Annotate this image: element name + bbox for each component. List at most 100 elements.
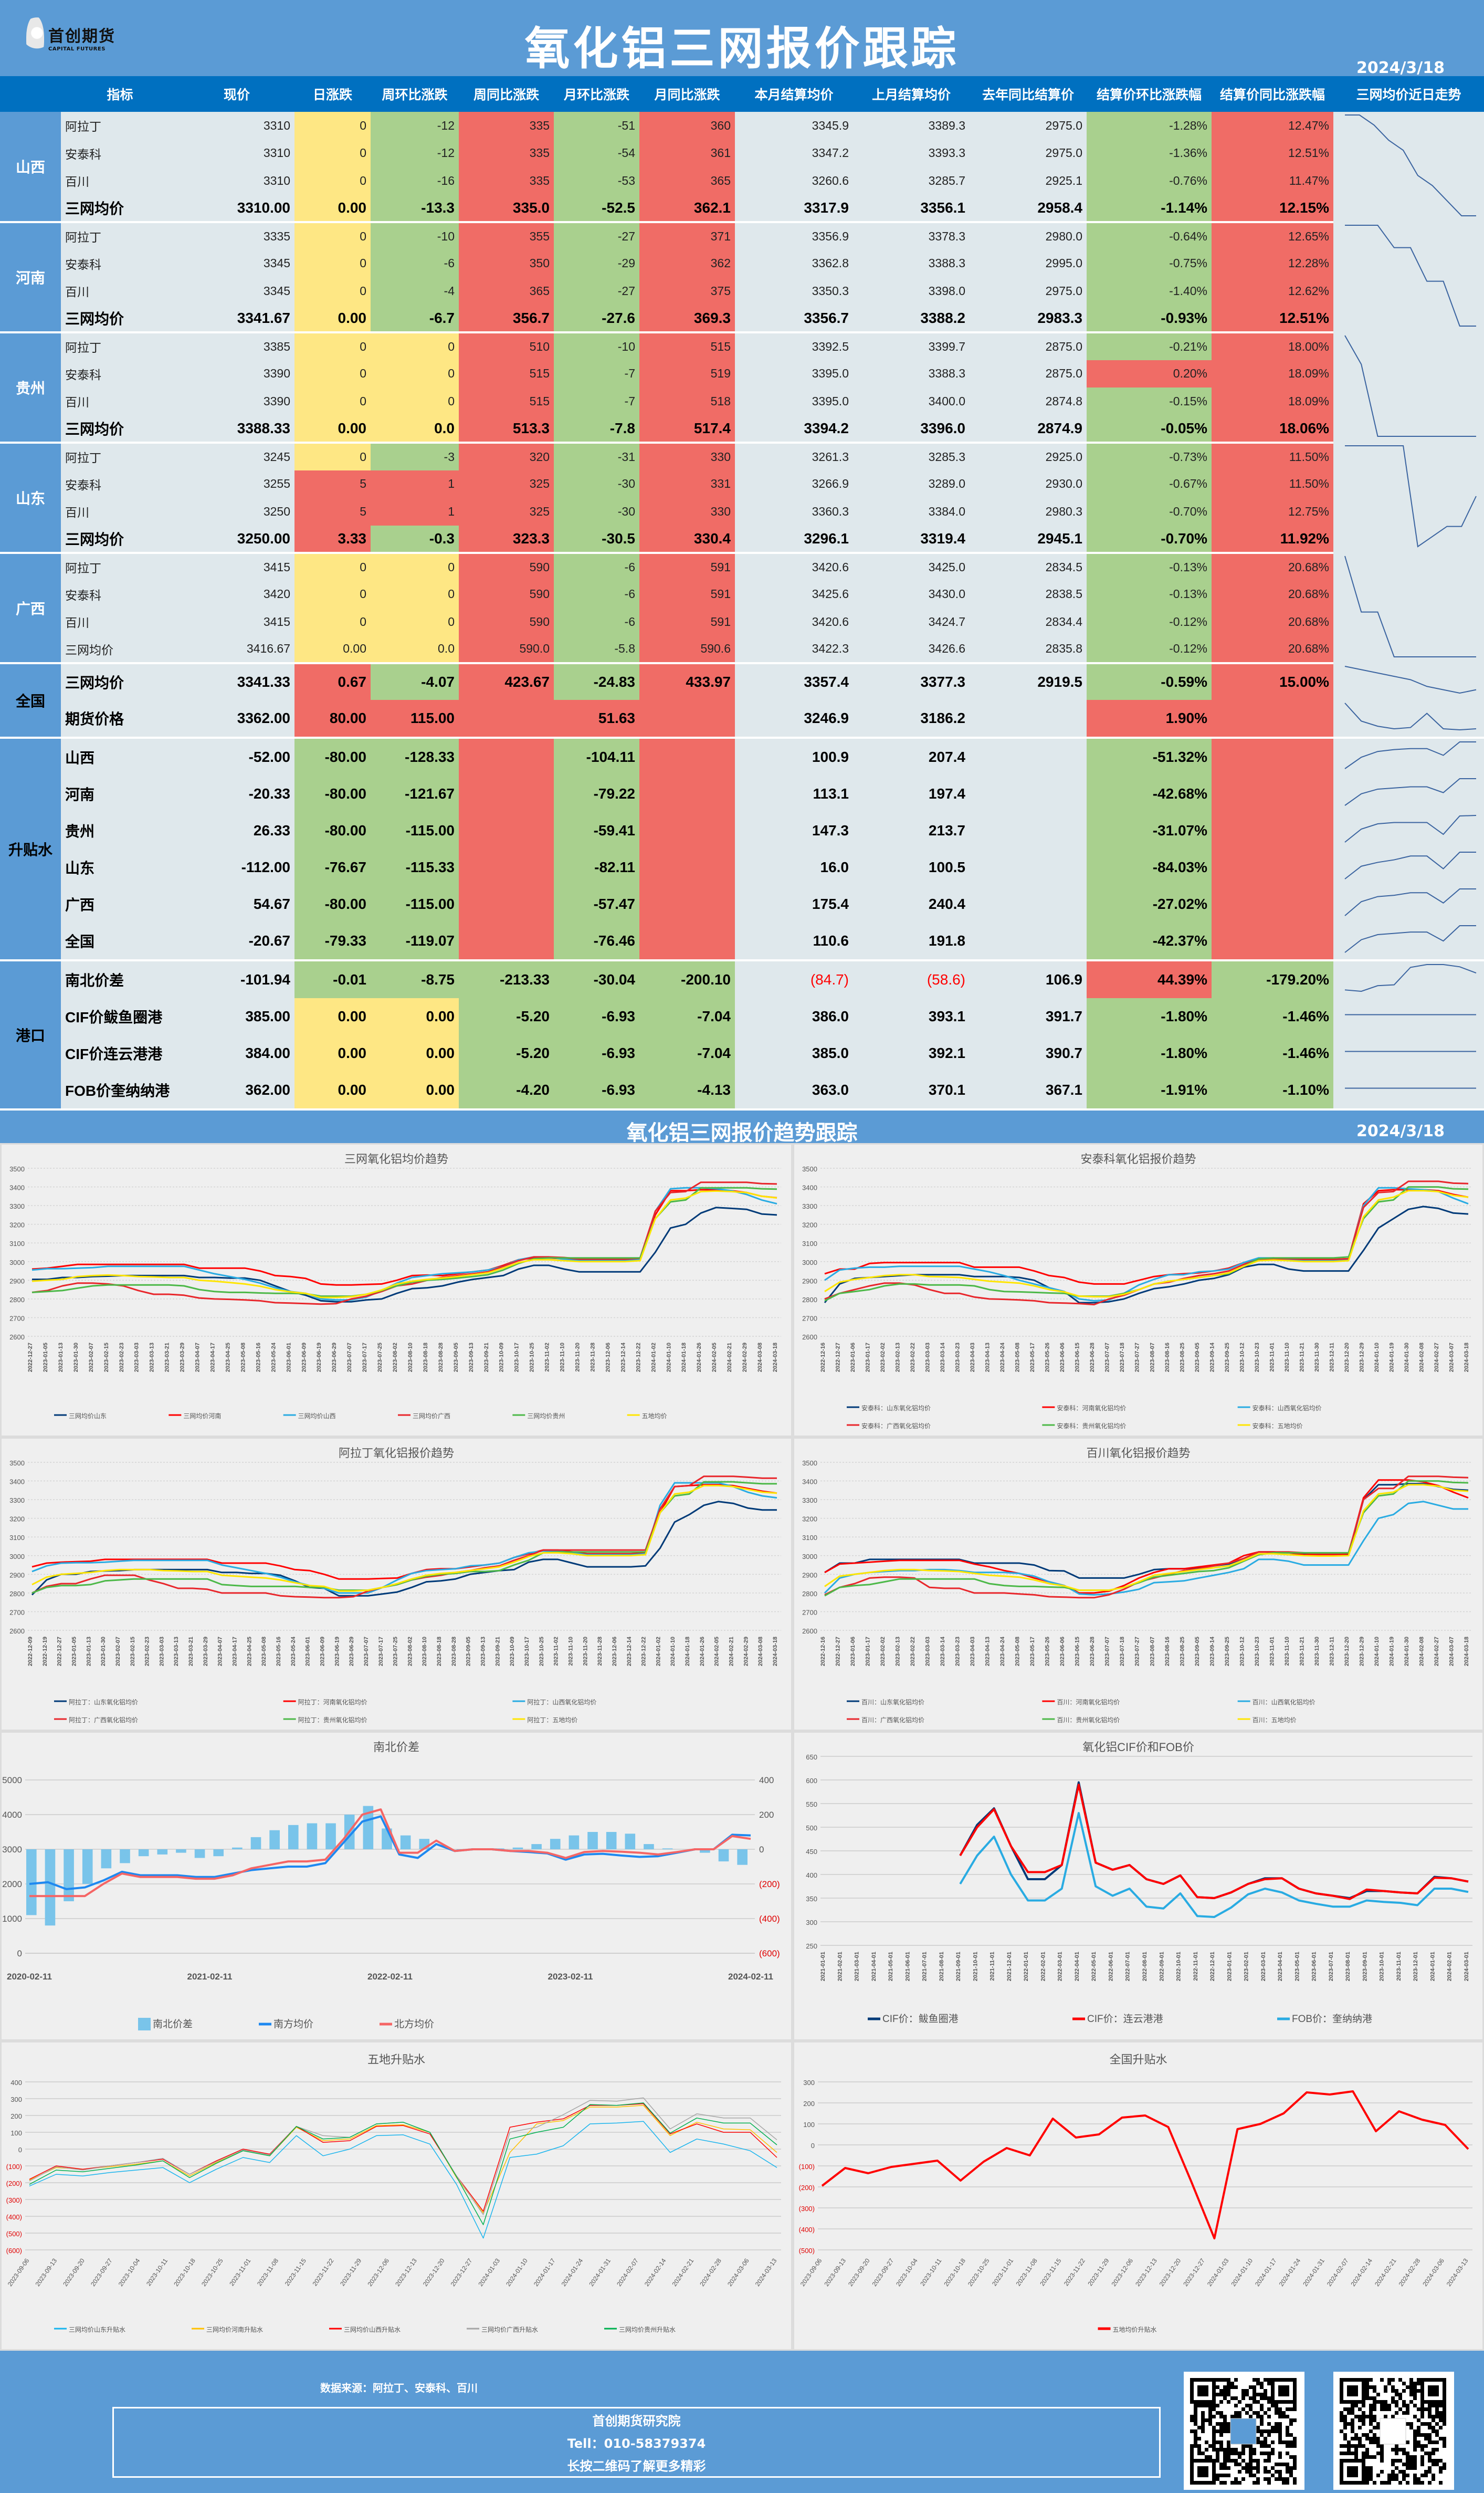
x-tick-label: 2023-08-25 — [1179, 1637, 1185, 1666]
x-tick-label: 2023-09-13 — [34, 2257, 59, 2288]
cell-现价: 3416.67 — [179, 635, 294, 664]
cell-结算价同比涨跌幅: 18.06% — [1212, 415, 1333, 444]
trend-sparkline — [1333, 553, 1484, 663]
cell-月环比涨跌: 51.63 — [554, 700, 639, 739]
x-tick-label: 2023-02-02 — [880, 1637, 886, 1666]
cell-去年同比结算价: 2930.0 — [970, 470, 1087, 498]
cell-本月结算均价: 3362.8 — [735, 249, 853, 277]
cell-本月结算均价: 3345.9 — [735, 112, 853, 140]
cell-结算价环比涨跌幅: -0.05% — [1087, 415, 1212, 444]
y-tick-label: 300 — [803, 2079, 815, 2087]
legend-label: 三网均价山西升贴水 — [344, 2326, 401, 2333]
x-tick-label: 2023-03-14 — [940, 1636, 946, 1666]
cell-本月结算均价: 3394.2 — [735, 415, 853, 444]
qr-code-icon[interactable] — [1333, 2372, 1454, 2490]
x-tick-label: 2023-06-28 — [1089, 1343, 1096, 1372]
cell-日涨跌: 0 — [294, 580, 371, 608]
y-tick-label: 3400 — [802, 1184, 817, 1192]
cell-上月结算均价: 3384.0 — [853, 498, 970, 526]
x-tick-label: 2023-12-20 — [1344, 1637, 1350, 1666]
cell-现价: 3250.00 — [179, 525, 294, 554]
cell-结算价环比涨跌幅: -1.91% — [1087, 1072, 1212, 1111]
x-tick-label: 2023-06-06 — [1059, 1637, 1066, 1666]
bar-mark — [288, 1825, 299, 1849]
cell-现价: 3250 — [179, 498, 294, 526]
cell-上月结算均价: 3319.4 — [853, 525, 970, 554]
cell-月环比涨跌: -6.93 — [554, 1072, 639, 1111]
cell-现价: 3390 — [179, 360, 294, 387]
x-tick-label: 2024-01-26 — [699, 1637, 706, 1666]
cell-上月结算均价: 3399.7 — [853, 332, 970, 360]
logo-cn: 首创期货 — [48, 27, 115, 46]
cell-本月结算均价: 16.0 — [735, 849, 853, 886]
trend-sparkline — [1333, 738, 1484, 776]
qr-code-icon[interactable] — [1184, 2372, 1304, 2490]
cell-日涨跌: 80.00 — [294, 700, 371, 739]
x-tick-label: 2023-09-21 — [494, 1637, 501, 1666]
x-tick-label: 2023-08-02 — [407, 1637, 413, 1666]
cell-现价: 3415 — [179, 608, 294, 636]
x-tick-label: 2023-02-23 — [144, 1637, 151, 1666]
cell-日涨跌: 0 — [294, 332, 371, 360]
cell-本月结算均价: 147.3 — [735, 812, 853, 849]
x-tick-label: 2021-07-01 — [922, 1952, 928, 1981]
x-tick-label: 2023-01-06 — [850, 1343, 856, 1372]
x-tick-label: 2023-02-15 — [103, 1343, 110, 1372]
column-header: 上月结算均价 — [853, 76, 970, 112]
table-row: 安泰科 3420 0 0 590 -6 591 3425.6 3430.0 2838.5 -0.13… — [0, 580, 1484, 608]
y2-tick-label: (400) — [759, 1914, 780, 1924]
x-tick-label: 2020-02-11 — [7, 1972, 52, 1982]
y-tick-label: 2000 — [2, 1879, 22, 1889]
cell-月同比涨跌: -7.04 — [639, 998, 735, 1035]
cell-结算价同比涨跌幅 — [1212, 812, 1333, 849]
y-tick-label: 200 — [803, 2100, 815, 2108]
x-tick-label: 2023-03-21 — [188, 1637, 194, 1666]
x-tick-label: 2023-09-14 — [1209, 1342, 1215, 1372]
x-tick-label: 2024-03-07 — [1448, 1637, 1455, 1666]
cell-月同比涨跌: 518 — [639, 387, 735, 415]
cell-周环比涨跌: -115.00 — [371, 886, 459, 923]
cell-周环比涨跌: -4.07 — [371, 663, 459, 700]
x-tick-label: 2023-01-30 — [73, 1343, 79, 1372]
cell-结算价同比涨跌幅: 20.68% — [1212, 608, 1333, 636]
x-tick-label: 2023-05-24 — [270, 1342, 277, 1372]
cell-本月结算均价: 3356.9 — [735, 222, 853, 250]
x-tick-label: 2022-12-09 — [27, 1637, 34, 1666]
legend-label: 三网均价广西 — [413, 1412, 450, 1420]
x-tick-label: 2023-08-01 — [1345, 1952, 1351, 1981]
cell-周环比涨跌: -13.3 — [371, 194, 459, 223]
cell-本月结算均价: 3420.6 — [735, 553, 853, 581]
cell-周同比涨跌: -4.20 — [459, 1072, 554, 1111]
x-tick-label: 2023-07-07 — [1104, 1343, 1111, 1372]
section-title: 氧化铝三网报价趋势跟踪 — [626, 1121, 858, 1145]
trend-sparkline — [1333, 998, 1484, 1035]
chart-title: 五地升贴水 — [367, 2053, 425, 2066]
x-tick-label: 2023-04-07 — [195, 1343, 201, 1372]
phone-number: Tell：010-58379374 — [567, 2436, 706, 2451]
trend-sparkline — [1333, 1072, 1484, 1111]
table-row: 贵州 阿拉丁 3385 0 0 510 -10 515 3392.5 3399.7 2875.0 -0… — [0, 332, 1484, 444]
cell-周环比涨跌: 1 — [371, 470, 459, 498]
x-tick-label: 2023-05-01 — [1294, 1952, 1300, 1981]
cell-月环比涨跌: -6.93 — [554, 998, 639, 1035]
bar-mark — [26, 1849, 37, 1915]
y-tick-label: 2700 — [9, 1314, 25, 1322]
y-tick-label: 0 — [18, 2146, 22, 2154]
report-date: 2024/3/18 — [1356, 59, 1445, 77]
chart-5: 南北价差 5000 4000 3000 2000 1000 0 400 200 0 (200) (40… — [0, 1731, 793, 2041]
series-line-3 — [29, 2103, 777, 2212]
x-tick-label: 2021-11-01 — [990, 1952, 996, 1981]
x-tick-label: 2023-07-07 — [363, 1637, 370, 1666]
legend-label: 安泰科：山东氧化铝均价 — [861, 1404, 931, 1412]
cell-月同比涨跌 — [639, 849, 735, 886]
bar-mark — [512, 1847, 523, 1849]
x-tick-label: 2023-07-18 — [1119, 1637, 1125, 1666]
cell-上月结算均价: 207.4 — [853, 738, 970, 776]
cell-本月结算均价: 3246.9 — [735, 700, 853, 739]
x-tick-label: 2023-12-29 — [1359, 1343, 1365, 1372]
x-tick-label: 2023-11-30 — [1314, 1637, 1320, 1666]
x-tick-label: 2023-11-22 — [311, 2257, 335, 2287]
bar-mark — [400, 1835, 411, 1849]
x-tick-label: 2022-12-27 — [27, 1343, 34, 1372]
bar-mark — [662, 1848, 673, 1849]
